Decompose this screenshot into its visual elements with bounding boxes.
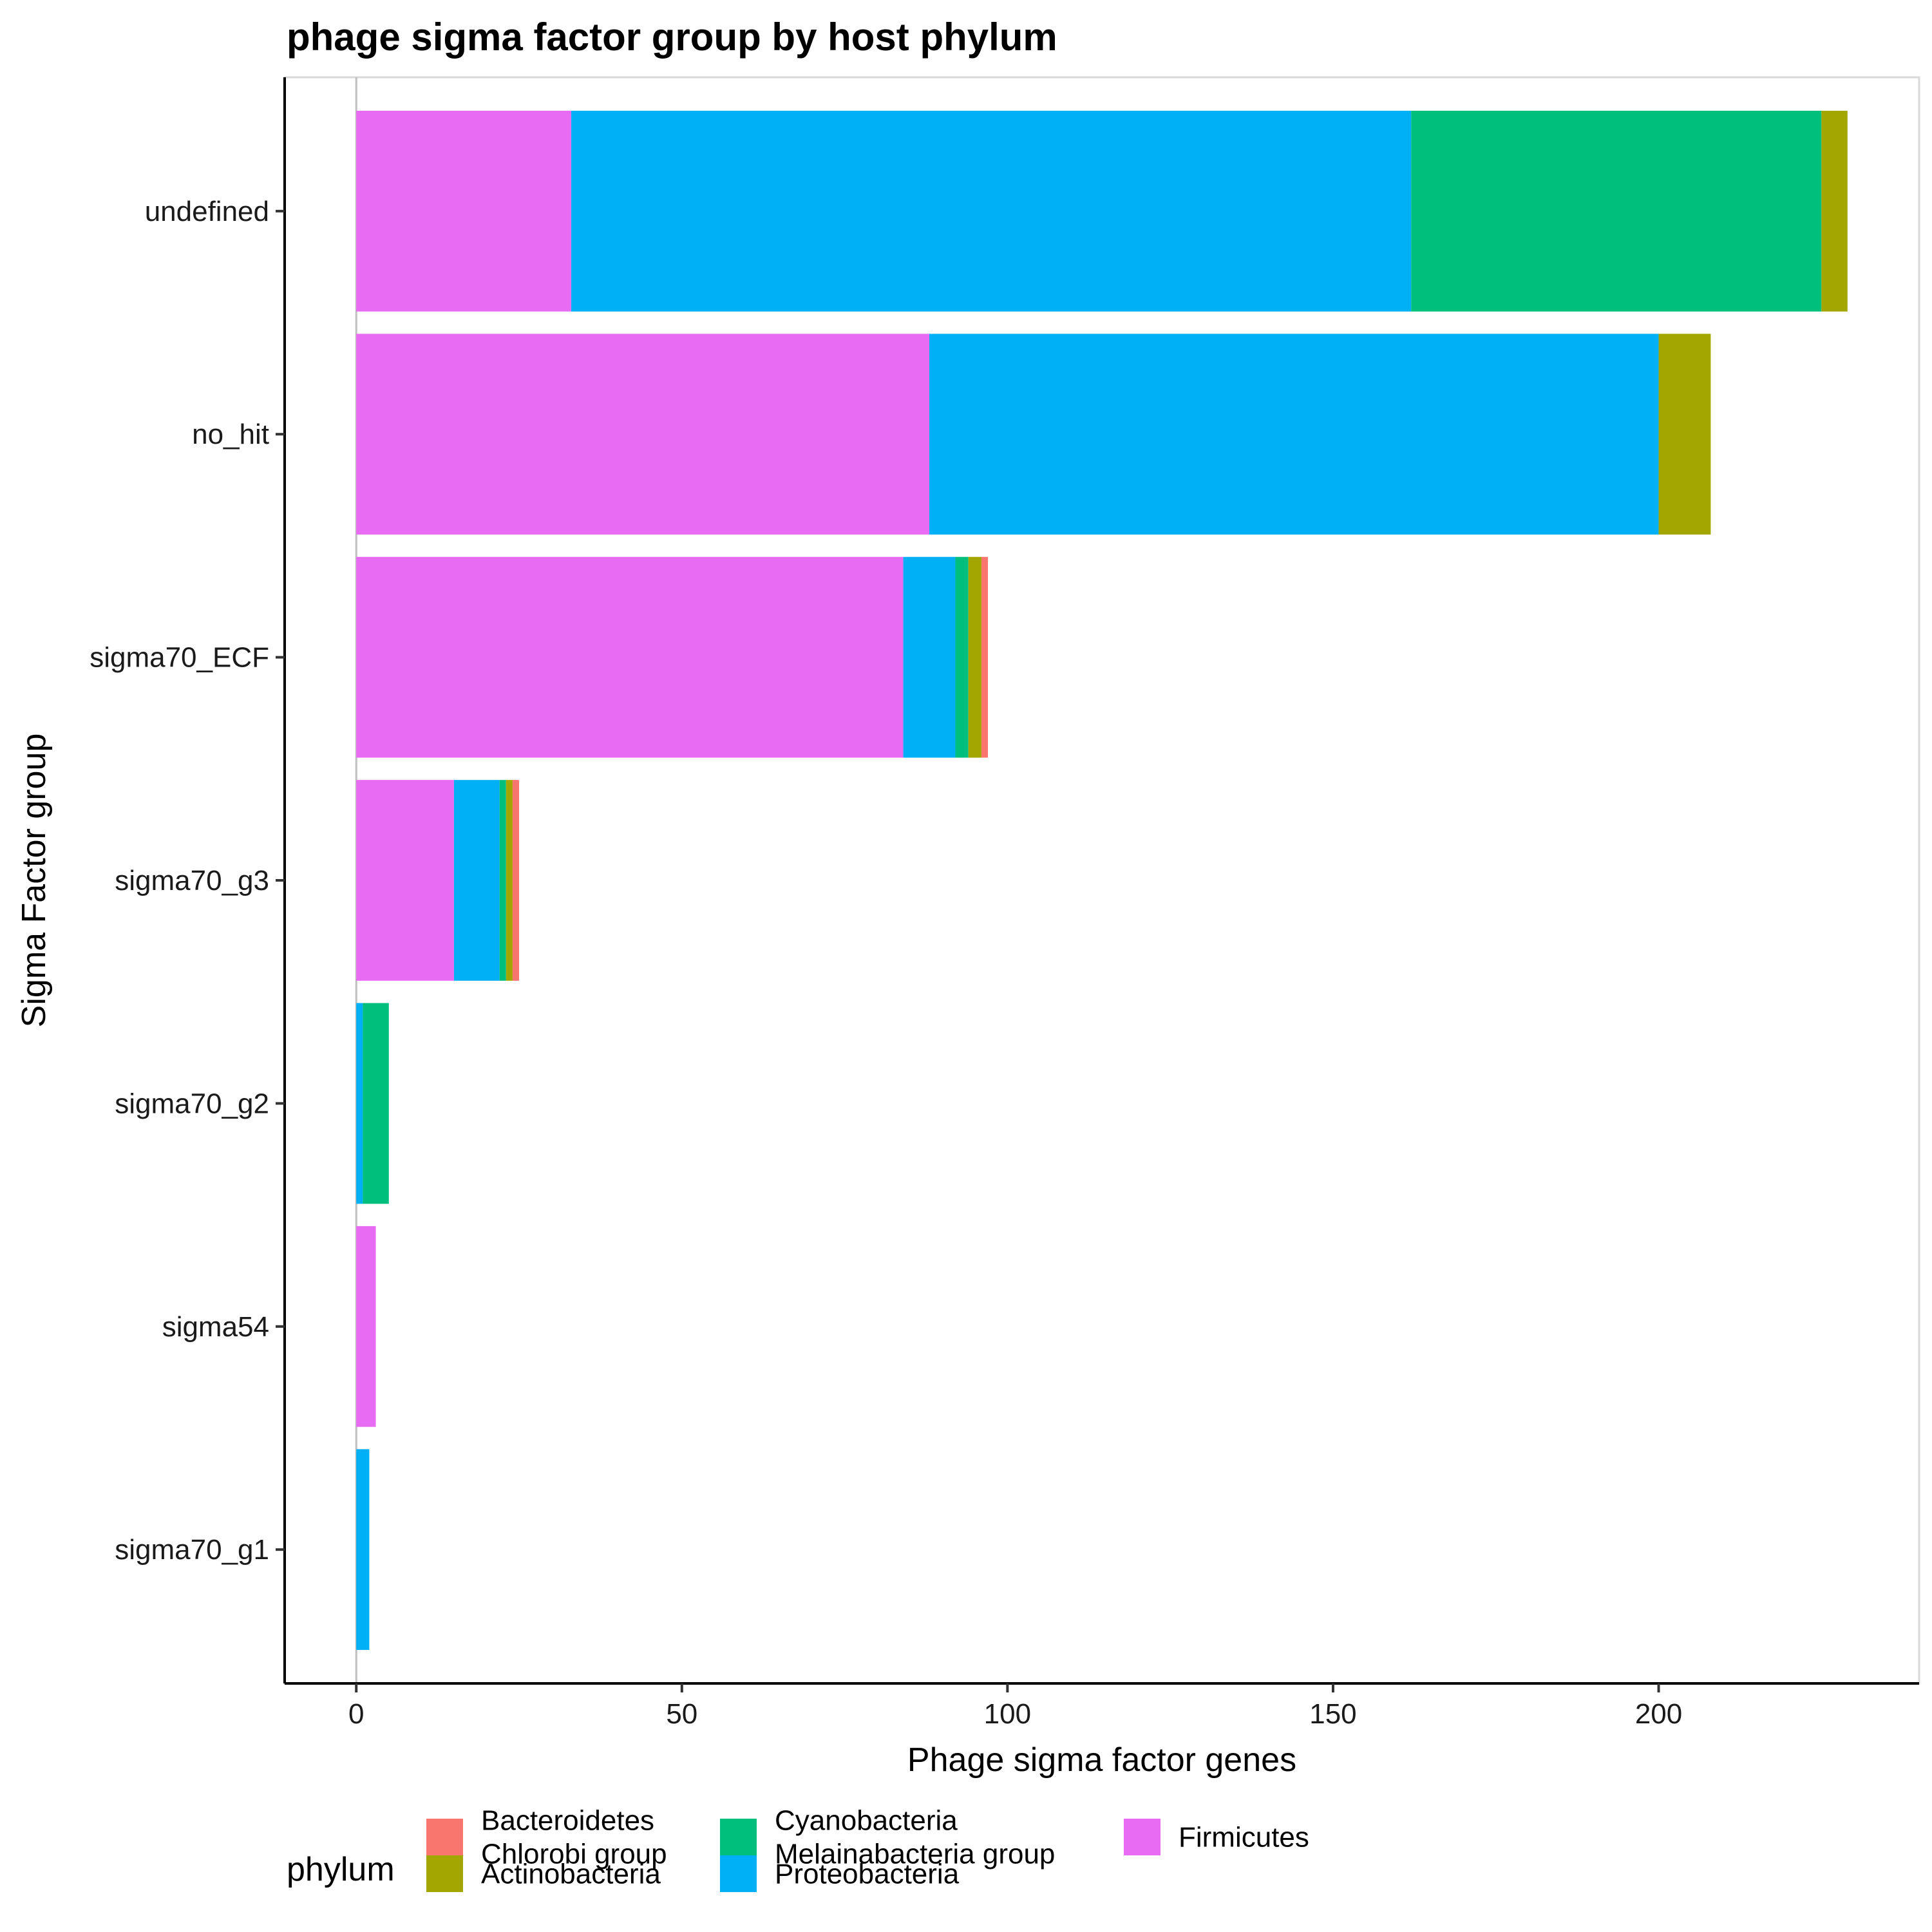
bar-no-hit-firmicutes: [356, 334, 930, 535]
y-axis-title: Sigma Factor group: [15, 734, 53, 1028]
y-axis-ticks: undefined no_hit sigma70_ECF sigma70_g3sigm…: [90, 196, 285, 1566]
x-tick-label: 0: [348, 1698, 364, 1730]
bar-undefined-proteobacteria: [571, 110, 1412, 312]
x-tick-label: 150: [1309, 1698, 1356, 1730]
bar-undefined-firmicutes: [356, 110, 571, 312]
legend-item-firmicutes: Firmicutes: [1124, 1819, 1309, 1855]
bar-sigma70-ecf-proteobacteria: [903, 556, 956, 758]
legend-key: [1124, 1819, 1160, 1855]
y-tick-label: sigma70_g3: [115, 865, 269, 896]
x-axis-title: Phage sigma factor genes: [907, 1741, 1296, 1779]
y-tick-label: sigma70_g2: [115, 1088, 269, 1119]
bar-sigma70-g3-cyanobacteria-melainabacteria-group: [499, 780, 506, 981]
bar-sigma70-ecf-actinobacteria: [968, 556, 981, 758]
bar-sigma70-ecf-bacteroidetes-chlorobi-group: [981, 556, 989, 758]
bar-sigma54-firmicutes: [356, 1226, 376, 1427]
legend-label: Firmicutes: [1179, 1822, 1309, 1853]
legend-key: [426, 1855, 463, 1892]
legend-key: [720, 1819, 757, 1855]
chart-title: phage sigma factor group by host phylum: [287, 15, 1057, 59]
bars: [356, 110, 1848, 1651]
x-tick-label: 200: [1635, 1698, 1682, 1730]
bar-sigma70-g2-proteobacteria: [356, 1003, 363, 1204]
legend-label: Proteobacteria: [775, 1859, 960, 1890]
bar-sigma70-ecf-firmicutes: [356, 556, 904, 758]
bar-sigma70-g3-proteobacteria: [453, 780, 500, 981]
bar-sigma70-g2-cyanobacteria-melainabacteria-group: [363, 1003, 389, 1204]
legend-item-actinobacteria: Actinobacteria: [426, 1855, 661, 1892]
bar-undefined-actinobacteria: [1821, 110, 1848, 312]
legend-key: [426, 1819, 463, 1855]
x-axis-ticks: 0 50 100 150 200: [348, 1683, 1682, 1730]
x-tick-label: 50: [666, 1698, 697, 1730]
bar-sigma70-g3-actinobacteria: [506, 780, 513, 981]
y-tick-label: no_hit: [192, 419, 269, 450]
bar-sigma70-g1-proteobacteria: [356, 1449, 370, 1651]
plot-panel: [283, 76, 1920, 1685]
bar-no-hit-proteobacteria: [929, 334, 1659, 535]
bar-no-hit-actinobacteria: [1658, 334, 1711, 535]
y-tick-label: sigma70_g1: [115, 1534, 269, 1566]
y-tick-label: undefined: [145, 196, 269, 227]
legend-label: Cyanobacteria Melainabacteria group: [775, 1805, 1055, 1870]
legend-label: Bacteroidetes Chlorobi group: [481, 1805, 667, 1870]
y-tick-label: sigma54: [162, 1311, 269, 1343]
bar-sigma70-g3-bacteroidetes-chlorobi-group: [512, 780, 520, 981]
bar-undefined-cyanobacteria-melainabacteria-group: [1411, 110, 1822, 312]
legend-label: Actinobacteria: [481, 1859, 661, 1890]
legend-item-cyanobacteria-melainabacteria-group: Cyanobacteria Melainabacteria group: [720, 1805, 1055, 1870]
y-tick-label: sigma70_ECF: [90, 642, 269, 674]
legend-key: [720, 1855, 757, 1892]
legend: phylum Bacteroidetes Chlorobi groupActino…: [287, 1805, 1309, 1892]
legend-item-proteobacteria: Proteobacteria: [720, 1855, 960, 1892]
bar-sigma70-ecf-cyanobacteria-melainabacteria-group: [955, 556, 969, 758]
legend-item-bacteroidetes-chlorobi-group: Bacteroidetes Chlorobi group: [426, 1805, 667, 1870]
bar-sigma70-g3-firmicutes: [356, 780, 454, 981]
legend-title: phylum: [287, 1851, 395, 1888]
x-tick-label: 100: [984, 1698, 1031, 1730]
